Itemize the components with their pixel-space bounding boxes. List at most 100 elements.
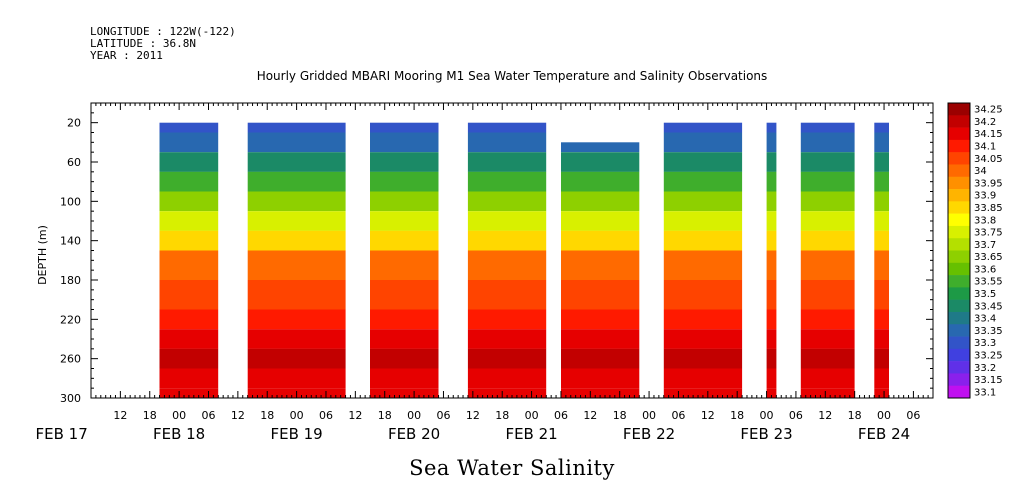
day-label: FEB 24 [858, 425, 910, 443]
legend-label: 33.4 [974, 314, 996, 325]
depth-tick-label: 100 [60, 195, 81, 208]
depth-tick-label: 180 [60, 274, 81, 287]
hour-tick-label: 06 [789, 409, 803, 422]
legend-label: 34.1 [974, 142, 996, 153]
salinity-band [159, 132, 219, 153]
legend-swatch [948, 201, 970, 214]
salinity-band [800, 122, 855, 133]
salinity-band [561, 388, 640, 398]
day-label: FEB 18 [153, 425, 205, 443]
salinity-band [800, 250, 855, 280]
salinity-band [370, 280, 439, 310]
salinity-band [874, 122, 889, 133]
salinity-band [159, 348, 219, 369]
salinity-band [159, 152, 219, 172]
salinity-band [370, 388, 439, 398]
salinity-band [247, 329, 346, 349]
salinity-band [800, 230, 855, 251]
salinity-band [800, 171, 855, 192]
salinity-band [370, 368, 439, 389]
salinity-band [561, 348, 640, 369]
legend-label: 33.6 [974, 264, 996, 275]
hour-tick-label: 06 [554, 409, 568, 422]
salinity-band [766, 368, 777, 389]
legend-label: 34.05 [974, 154, 1003, 165]
salinity-band [247, 152, 346, 172]
location-header: LONGITUDE : 122W(-122) LATITUDE : 36.8N … [90, 25, 236, 62]
legend-swatch [948, 176, 970, 190]
hour-tick-label: 00 [877, 409, 891, 422]
salinity-band [663, 348, 743, 369]
salinity-band [663, 122, 743, 133]
hour-tick-label: 12 [348, 409, 362, 422]
salinity-band [159, 191, 219, 212]
legend-swatch [948, 164, 970, 178]
salinity-band [766, 309, 777, 330]
salinity-band [467, 152, 547, 172]
legend-label: 33.45 [974, 301, 1003, 312]
legend-swatch [948, 311, 970, 325]
salinity-band [874, 309, 889, 330]
salinity-band [663, 211, 743, 231]
salinity-band [467, 122, 547, 133]
salinity-band [467, 191, 547, 212]
day-label: FEB 20 [388, 425, 440, 443]
salinity-band [159, 309, 219, 330]
salinity-band [663, 191, 743, 212]
depth-tick-label: 140 [60, 235, 81, 248]
salinity-band [663, 280, 743, 310]
salinity-band [663, 388, 743, 398]
salinity-band [874, 368, 889, 389]
data-segment [663, 122, 743, 398]
salinity-band [766, 152, 777, 172]
salinity-band [159, 329, 219, 349]
legend-label: 33.15 [974, 375, 1003, 386]
depth-axis-label: DEPTH (m) [36, 225, 49, 285]
hour-tick-label: 12 [583, 409, 597, 422]
salinity-band [467, 211, 547, 231]
hour-tick-label: 00 [172, 409, 186, 422]
salinity-band [247, 348, 346, 369]
legend-label: 33.65 [974, 252, 1003, 263]
hour-tick-label: 00 [525, 409, 539, 422]
legend-swatch [948, 287, 970, 300]
salinity-band [561, 152, 640, 172]
salinity-band [159, 230, 219, 251]
salinity-band [874, 171, 889, 192]
chart-title: Hourly Gridded MBARI Mooring M1 Sea Wate… [257, 69, 768, 83]
salinity-band [800, 368, 855, 389]
salinity-band [370, 122, 439, 133]
salinity-band [766, 280, 777, 310]
salinity-band [800, 132, 855, 153]
salinity-band [159, 250, 219, 280]
salinity-band [663, 171, 743, 192]
salinity-band [247, 122, 346, 133]
depth-tick-label: 300 [60, 392, 81, 405]
salinity-band [663, 230, 743, 251]
salinity-band [561, 171, 640, 192]
hour-tick-label: 12 [113, 409, 127, 422]
legend-swatch [948, 373, 970, 387]
salinity-band [370, 309, 439, 330]
hour-tick-label: 06 [201, 409, 215, 422]
hour-tick-label: 18 [378, 409, 392, 422]
salinity-band [663, 250, 743, 280]
hour-tick-label: 18 [143, 409, 157, 422]
salinity-band [874, 211, 889, 231]
salinity-band [766, 171, 777, 192]
hour-tick-label: 00 [760, 409, 774, 422]
salinity-band [247, 309, 346, 330]
salinity-band [766, 388, 777, 398]
legend-swatch [948, 139, 970, 153]
data-segment [370, 122, 439, 398]
day-label: FEB 17 [35, 425, 87, 443]
salinity-band [663, 309, 743, 330]
time-axis: 12 18 00 06 12 18 00 06 12 18 00 06 12 18 00 06 12 18 00 06… [35, 103, 934, 443]
salinity-band [370, 329, 439, 349]
salinity-band [874, 280, 889, 310]
legend-label: 33.1 [974, 387, 996, 398]
legend-label: 33.25 [974, 351, 1003, 362]
salinity-band [874, 191, 889, 212]
plot-area [90, 102, 934, 399]
legend-swatch [948, 262, 970, 276]
